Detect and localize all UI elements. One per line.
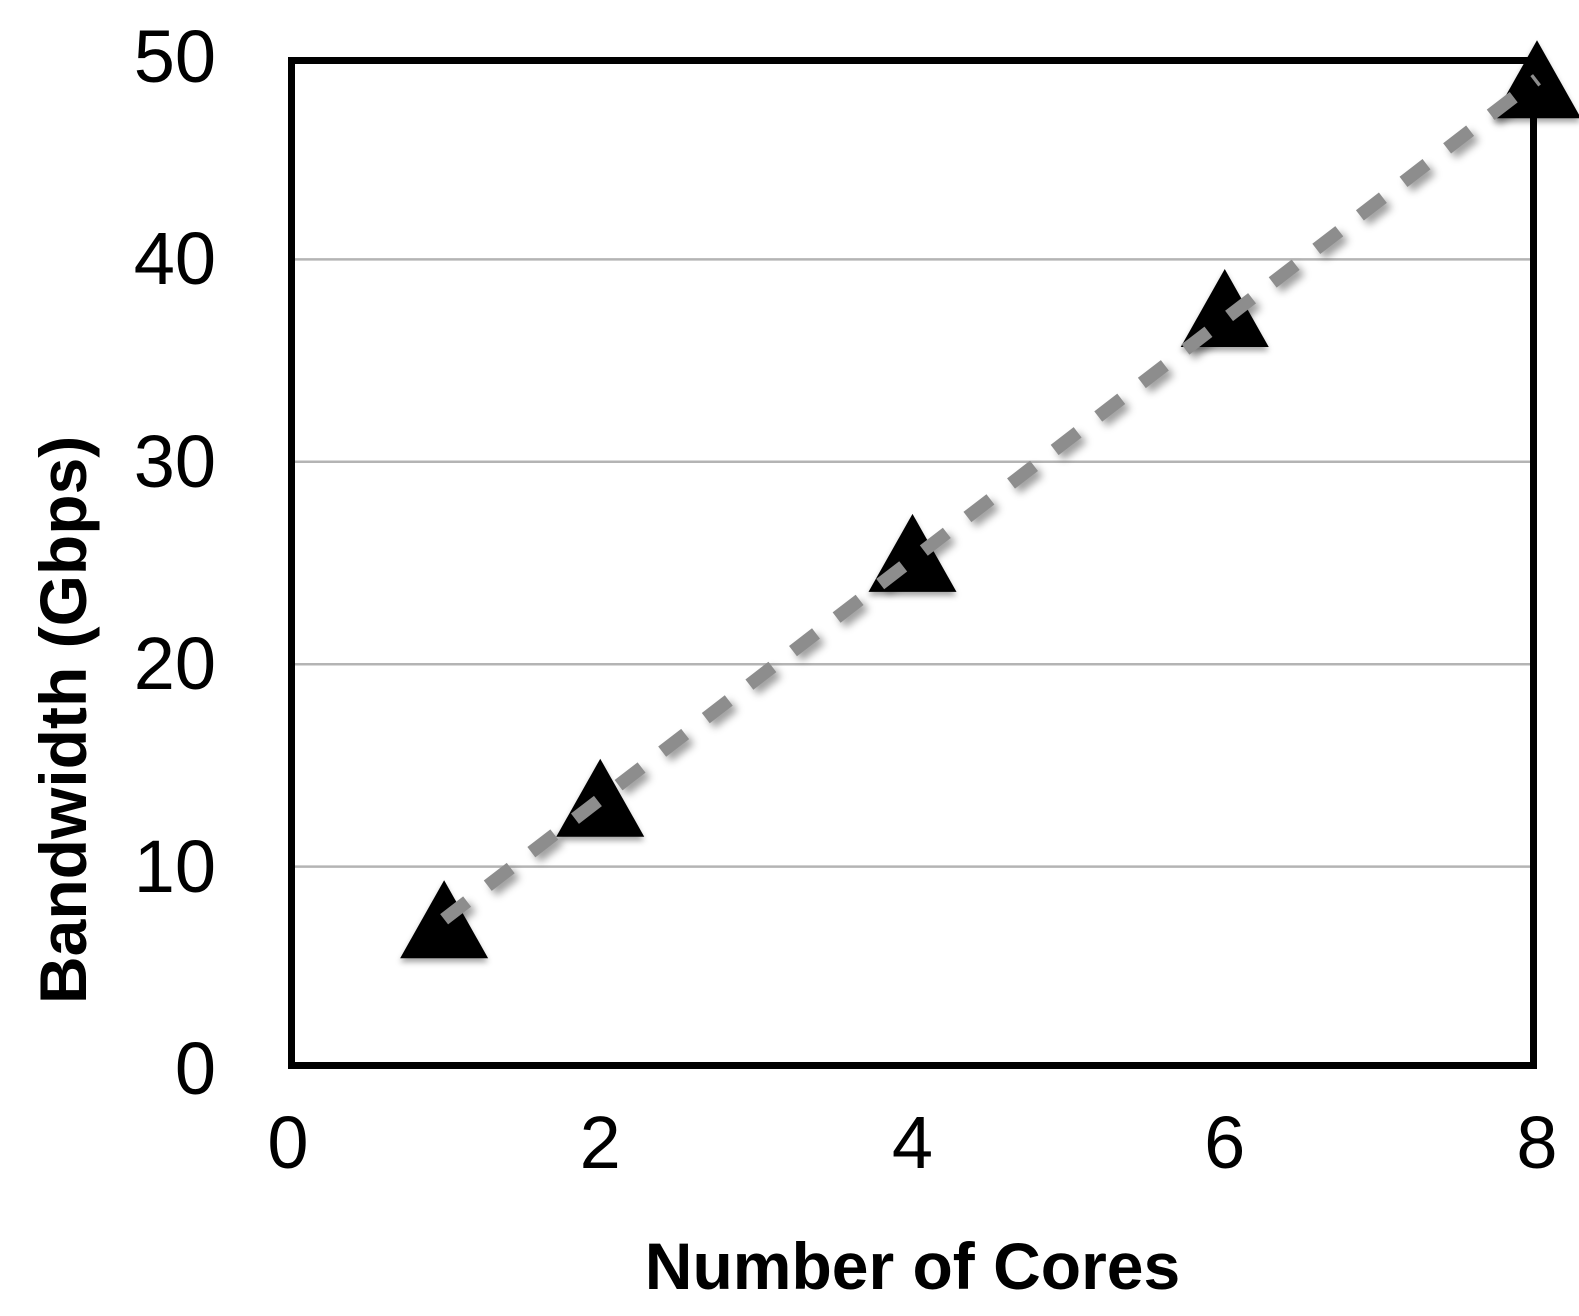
x-tick-label: 4 — [891, 1101, 934, 1184]
trendline — [440, 74, 1541, 925]
x-tick-label: 2 — [579, 1101, 621, 1184]
x-tick-label: 0 — [267, 1101, 309, 1184]
plot-frame — [288, 57, 1537, 1069]
y-tick-label: 40 — [133, 217, 216, 301]
y-tick-label: 50 — [133, 15, 216, 98]
plot-area — [288, 40, 1579, 1069]
y-tick-label: 20 — [133, 622, 216, 706]
x-tick-label: 6 — [1204, 1101, 1246, 1184]
y-tick-label: 10 — [133, 824, 216, 908]
plot-canvas — [288, 40, 1579, 1069]
x-tick-label: 8 — [1516, 1101, 1558, 1184]
data-point-marker — [1180, 268, 1269, 347]
y-tick-label: 0 — [174, 1027, 216, 1110]
y-axis-title: Bandwidth (Gbps) — [26, 435, 100, 1005]
y-tick-label: 30 — [133, 419, 216, 503]
x-axis-title: Number of Cores — [644, 1229, 1181, 1303]
